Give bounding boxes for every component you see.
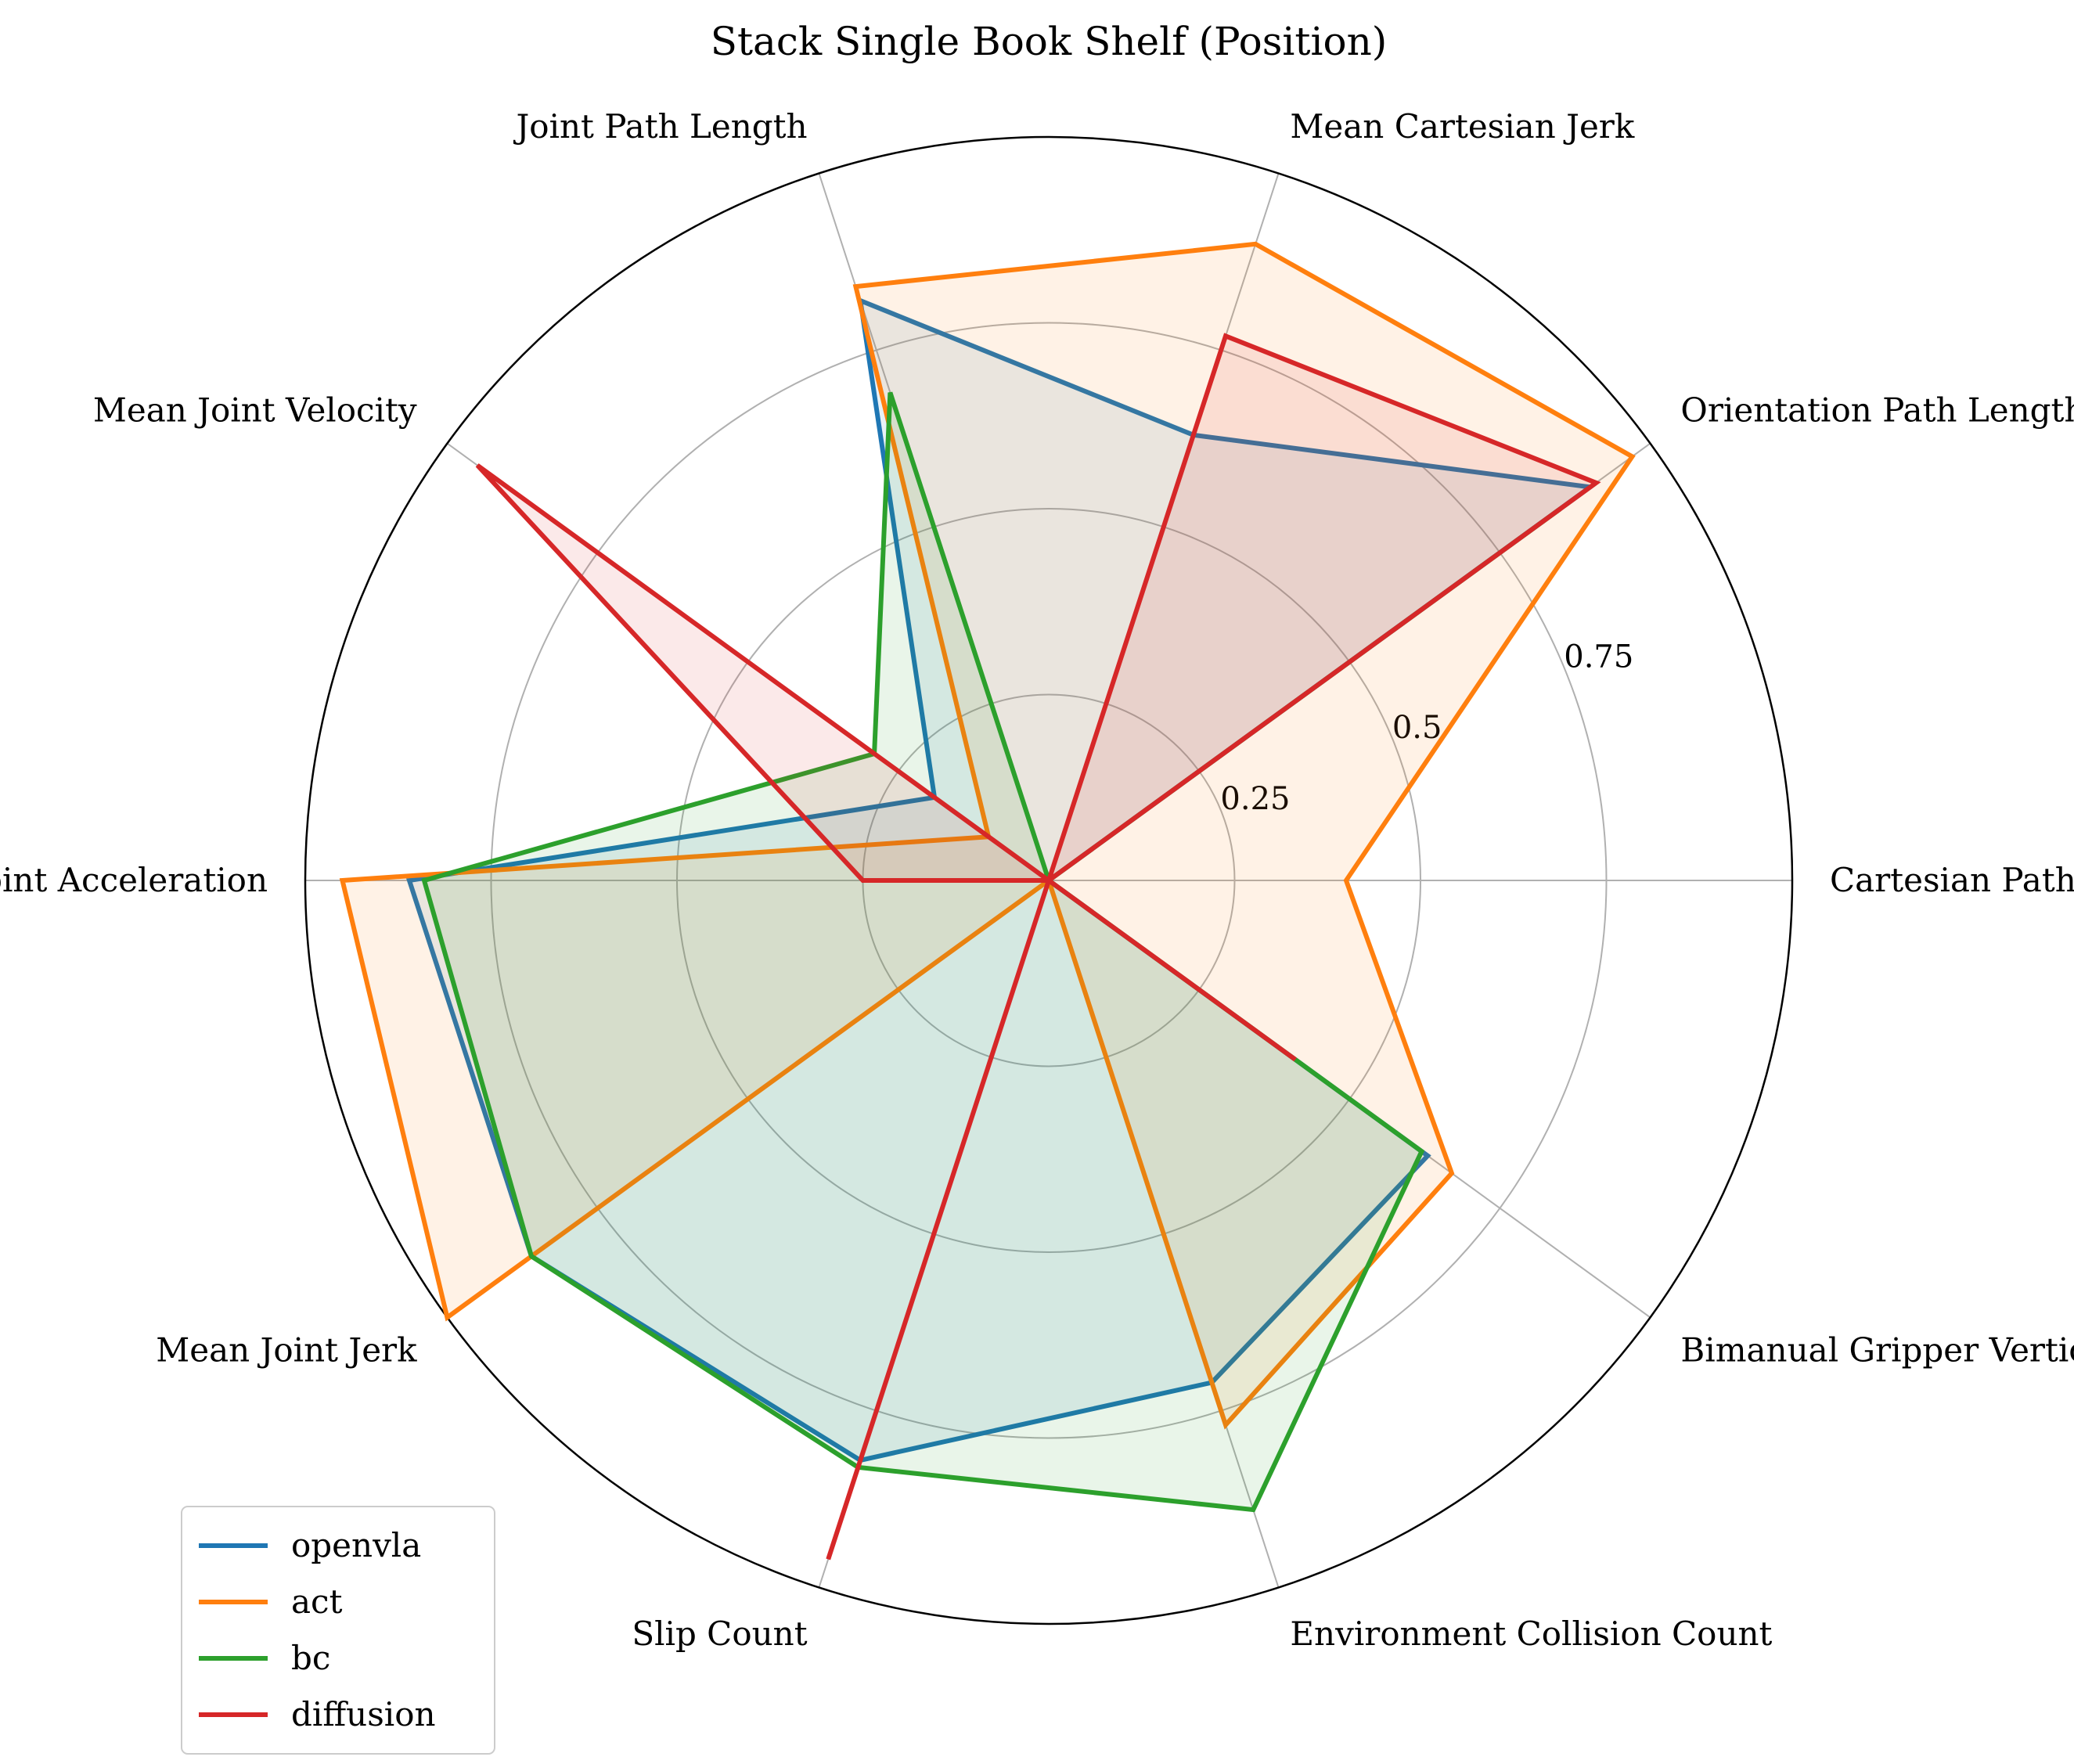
series-line-openvla (406, 297, 1597, 1463)
series-line-diffusion (475, 333, 1601, 1561)
grid-circle (676, 508, 1421, 1253)
series-area-act (342, 243, 1633, 1425)
series-line-act (339, 241, 1636, 1430)
axis-labels: Cartesian Path Length Orientation Path Le… (0, 107, 2074, 1653)
grid-circle (490, 322, 1608, 1439)
axis-label: Slip Count (632, 1615, 807, 1653)
r-tick-label: 0.25 (1220, 781, 1290, 817)
series-area-bc (424, 392, 1561, 1510)
r-tick-label: 0.5 (1392, 710, 1442, 746)
axis-label: Environment Collision Count (1290, 1615, 1772, 1653)
axis-label: Mean Joint Velocity (93, 391, 417, 429)
axis-label: Mean Joint Acceleration (0, 861, 268, 899)
axis-label: Mean Cartesian Jerk (1290, 107, 1634, 146)
series-area-diffusion (477, 336, 1597, 1560)
legend: openvla act bc diffusion (181, 1506, 495, 1755)
chart-title: Stack Single Book Shelf (Position) (711, 19, 1388, 64)
outer-circle (304, 135, 1794, 1625)
axis-label: Mean Joint Jerk (156, 1331, 417, 1370)
axis-label: Cartesian Path Length (1830, 861, 2074, 899)
axis-label: Bimanual Gripper Vertical Difference (1680, 1331, 2074, 1370)
legend-label-diffusion: diffusion (291, 1695, 436, 1733)
legend-label-bc: bc (291, 1639, 330, 1677)
legend-label-act: act (291, 1582, 343, 1621)
axis-label: Joint Path Length (513, 107, 807, 146)
axis-label: Orientation Path Length (1680, 391, 2074, 429)
legend-label-openvla: openvla (291, 1526, 421, 1564)
r-tick-label: 0.75 (1564, 639, 1633, 675)
legend-box (181, 1506, 495, 1755)
series-layer (339, 241, 1636, 1561)
